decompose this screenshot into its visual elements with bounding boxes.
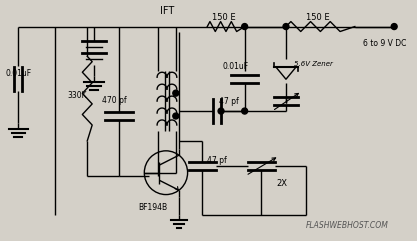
Text: 150 E: 150 E xyxy=(306,13,329,22)
Text: 470 pf: 470 pf xyxy=(102,96,127,105)
Circle shape xyxy=(173,90,179,96)
Text: 47 pf: 47 pf xyxy=(219,97,239,106)
Text: 0.01uF: 0.01uF xyxy=(5,69,32,78)
Circle shape xyxy=(283,24,289,30)
Text: 2X: 2X xyxy=(276,179,287,188)
Text: 330K: 330K xyxy=(68,91,87,100)
Text: 5.6V Zener: 5.6V Zener xyxy=(294,61,333,67)
Circle shape xyxy=(218,108,224,114)
Text: 150 E: 150 E xyxy=(212,13,236,22)
Text: 47 pf: 47 pf xyxy=(207,156,227,165)
Text: FLASHWEBHOST.COM: FLASHWEBHOST.COM xyxy=(306,221,389,230)
Text: IFT: IFT xyxy=(160,6,174,16)
Circle shape xyxy=(391,24,397,30)
Text: BF194B: BF194B xyxy=(138,203,168,213)
Circle shape xyxy=(242,108,248,114)
Text: 6 to 9 V DC: 6 to 9 V DC xyxy=(363,40,406,48)
Text: 0.01uF: 0.01uF xyxy=(222,62,248,71)
Circle shape xyxy=(242,24,248,30)
Circle shape xyxy=(173,113,179,119)
